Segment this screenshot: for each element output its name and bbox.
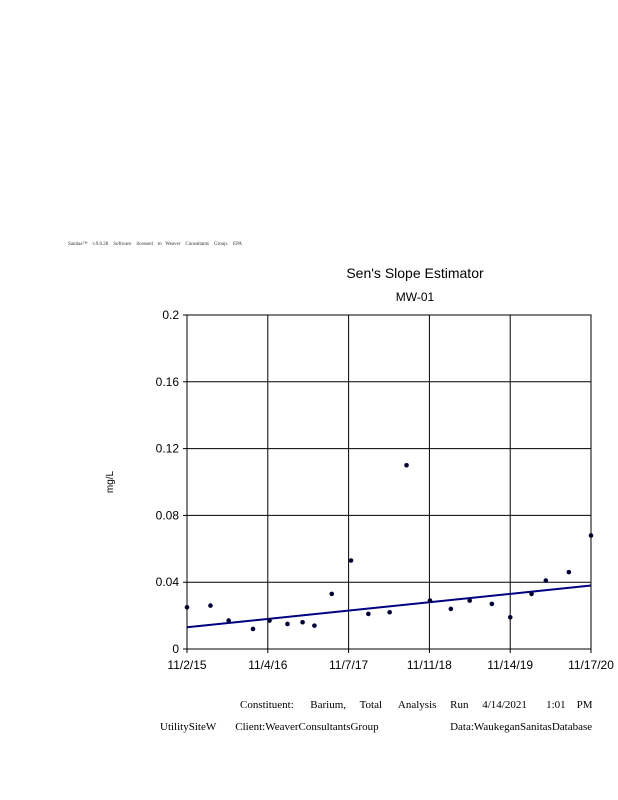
data-point [404, 463, 409, 468]
y-axis-label: mg/L [105, 470, 116, 493]
footer-line-2: UtilitySiteW Client:WeaverConsultantsGro… [160, 721, 593, 733]
data-point [507, 614, 513, 620]
y-tick-label: 0.16 [156, 375, 180, 389]
data-point [448, 606, 454, 612]
plot-frame [186, 314, 592, 650]
data-point [329, 591, 335, 597]
data-point [285, 621, 290, 627]
data-point [300, 619, 305, 625]
chart-subtitle: MW-01 [396, 290, 435, 304]
y-tick-label: 0.2 [162, 308, 179, 322]
data-point [267, 618, 272, 623]
data-point [208, 603, 213, 608]
chart-title: Sen's Slope Estimator [346, 265, 484, 281]
x-tick-label: 11/11/18 [407, 658, 452, 672]
x-tick-label: 11/4/16 [248, 658, 287, 672]
data-point [366, 611, 371, 617]
data-point [566, 569, 572, 575]
license-line: Sanitas™ v.9.6.28 Software licensed to W… [68, 242, 243, 247]
y-tick-label: 0.04 [156, 575, 180, 589]
data-point [489, 601, 495, 607]
y-tick-label: 0.08 [156, 508, 180, 522]
x-tick-label: 11/2/15 [167, 658, 206, 672]
y-tick-label: 0.12 [156, 442, 180, 456]
y-tick-label: 0 [172, 642, 179, 656]
data-point [348, 558, 354, 563]
data-points [184, 463, 594, 632]
x-tick-label: 11/7/17 [329, 658, 368, 672]
data-point [226, 618, 231, 623]
x-tick-label: 11/17/20 [568, 658, 614, 672]
x-tick-label: 11/14/19 [487, 658, 533, 672]
data-point [250, 626, 256, 632]
y-tick-labels: 0 0.04 0.08 0.12 0.16 0.2 [156, 308, 180, 656]
data-point [427, 598, 433, 603]
grid [183, 314, 592, 653]
trend-line-group [186, 584, 592, 629]
data-point [467, 598, 473, 603]
footer-line-1: Constituent: Barium, Total Analysis Run … [240, 699, 593, 711]
data-point [529, 591, 534, 597]
data-point [387, 609, 392, 615]
trend-line [186, 584, 592, 629]
data-point [312, 623, 317, 628]
x-tick-labels: 11/2/15 11/4/16 11/7/17 11/11/18 11/14/19 11/… [167, 658, 614, 672]
data-point [543, 578, 549, 583]
